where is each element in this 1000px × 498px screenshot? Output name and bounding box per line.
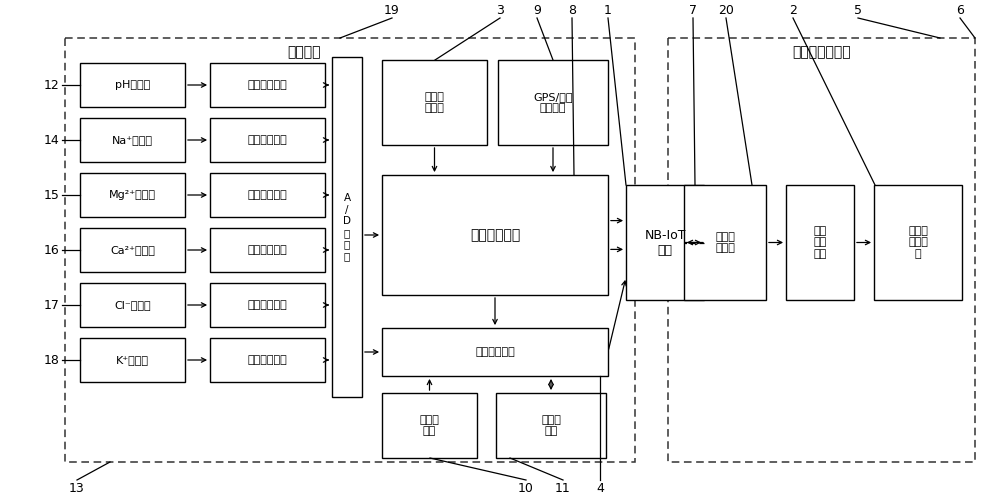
Text: 模拟运放电路: 模拟运放电路 (248, 355, 287, 365)
Text: 锂离子
电池: 锂离子 电池 (541, 415, 561, 436)
Text: 14: 14 (44, 133, 60, 146)
Bar (874, 185, 962, 300)
Text: 温湿度
传感器: 温湿度 传感器 (425, 92, 444, 114)
Bar (210, 228, 325, 272)
Text: 云端数
据端口: 云端数 据端口 (715, 232, 735, 253)
Bar (80, 283, 185, 327)
Bar (496, 393, 606, 458)
Text: 15: 15 (44, 189, 60, 202)
Text: Mg²⁺传感器: Mg²⁺传感器 (109, 190, 156, 200)
Bar (382, 60, 487, 145)
Bar (80, 338, 185, 382)
Bar (80, 228, 185, 272)
Text: 云端服务器平台: 云端服务器平台 (792, 45, 851, 59)
Text: 模拟运放电路: 模拟运放电路 (248, 245, 287, 255)
Text: Na⁺传感器: Na⁺传感器 (112, 135, 153, 145)
Text: NB-IoT
模块: NB-IoT 模块 (644, 229, 686, 256)
Text: K⁺传感器: K⁺传感器 (116, 355, 149, 365)
Text: 8: 8 (568, 3, 576, 16)
Text: 2: 2 (789, 3, 797, 16)
Bar (332, 57, 362, 397)
Text: 20: 20 (718, 3, 734, 16)
Text: 太阳能
电池: 太阳能 电池 (420, 415, 439, 436)
Text: 16: 16 (44, 244, 60, 256)
Text: Ca²⁺传感器: Ca²⁺传感器 (110, 245, 155, 255)
Text: 13: 13 (69, 482, 85, 495)
Bar (80, 173, 185, 217)
Bar (210, 63, 325, 107)
Text: 12: 12 (44, 79, 60, 92)
Text: 18: 18 (44, 354, 60, 367)
Text: 17: 17 (44, 298, 60, 312)
Bar (210, 283, 325, 327)
Bar (668, 38, 975, 462)
Bar (626, 185, 704, 300)
Bar (382, 393, 477, 458)
Text: 4: 4 (596, 482, 604, 495)
Text: 模拟运放电路: 模拟运放电路 (248, 135, 287, 145)
Text: 硬件电路: 硬件电路 (288, 45, 321, 59)
Text: 电源管理模块: 电源管理模块 (475, 347, 515, 357)
Text: 6: 6 (956, 3, 964, 16)
Text: 10: 10 (518, 482, 534, 495)
Bar (684, 185, 766, 300)
Bar (65, 38, 635, 462)
Text: 模拟运放电路: 模拟运放电路 (248, 300, 287, 310)
Text: 数据
处理
模块: 数据 处理 模块 (813, 226, 827, 259)
Bar (80, 118, 185, 162)
Bar (80, 63, 185, 107)
Bar (210, 118, 325, 162)
Text: 数据可
视化模
块: 数据可 视化模 块 (908, 226, 928, 259)
Text: 7: 7 (689, 3, 697, 16)
Text: 模拟运放电路: 模拟运放电路 (248, 80, 287, 90)
Text: Cl⁻传感器: Cl⁻传感器 (114, 300, 151, 310)
Text: 11: 11 (555, 482, 571, 495)
Text: 模拟运放电路: 模拟运放电路 (248, 190, 287, 200)
Text: 3: 3 (496, 3, 504, 16)
Bar (498, 60, 608, 145)
Text: 低功耗处理器: 低功耗处理器 (470, 228, 520, 242)
Text: 19: 19 (384, 3, 400, 16)
Text: GPS/北斗
定位系统: GPS/北斗 定位系统 (533, 92, 573, 114)
Bar (210, 338, 325, 382)
Text: pH传感器: pH传感器 (115, 80, 150, 90)
Text: 5: 5 (854, 3, 862, 16)
Bar (382, 175, 608, 295)
Text: 1: 1 (604, 3, 612, 16)
Text: 9: 9 (533, 3, 541, 16)
Bar (210, 173, 325, 217)
Bar (382, 328, 608, 376)
Text: A
/
D
转
换
器: A / D 转 换 器 (343, 193, 351, 261)
Bar (786, 185, 854, 300)
